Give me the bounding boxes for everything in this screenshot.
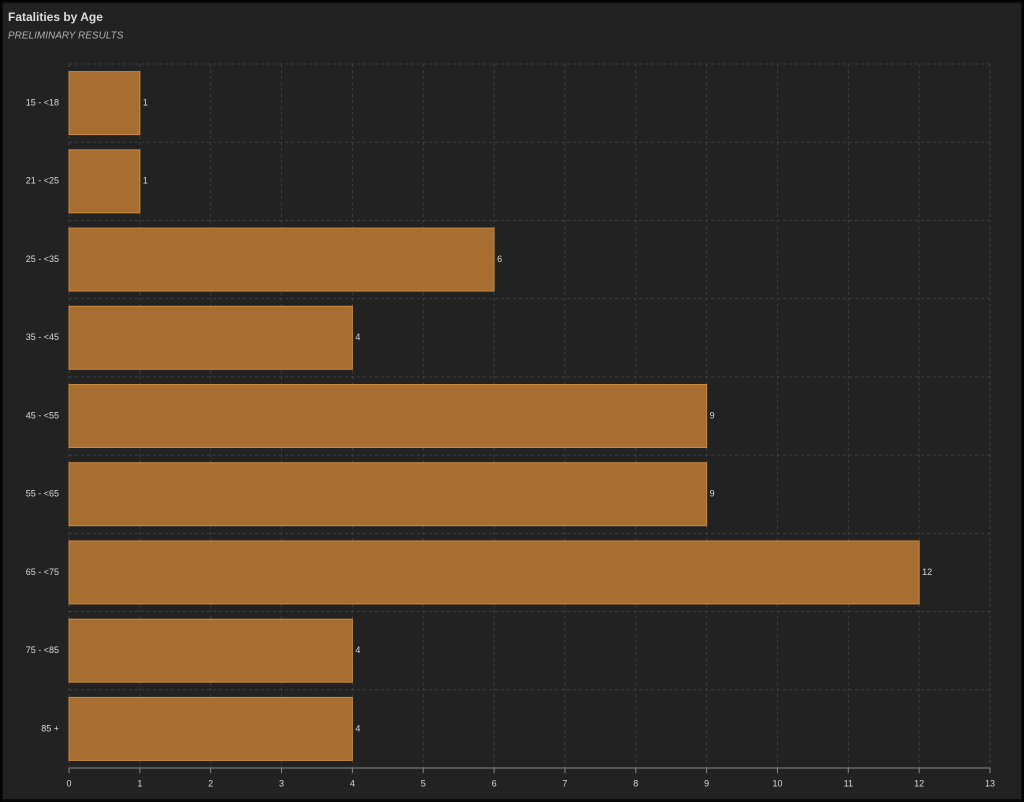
bar xyxy=(68,696,353,761)
y-tick-label: 15 - <18 xyxy=(26,97,59,107)
x-tick-label: 4 xyxy=(350,778,355,788)
x-tick-label: 11 xyxy=(844,778,853,788)
x-tick-label: 10 xyxy=(772,778,782,788)
x-tick-label: 3 xyxy=(279,778,284,788)
y-tick-label: 21 - <25 xyxy=(26,176,59,186)
chart-title: Fatalities by Age xyxy=(8,10,103,24)
y-tick-label: 45 - <55 xyxy=(26,410,59,420)
data-label: 4 xyxy=(355,332,360,342)
chart-subtitle: PRELIMINARY RESULTS xyxy=(8,31,124,42)
x-tick-label: 1 xyxy=(137,778,142,788)
bar xyxy=(68,540,920,605)
x-tick-label: 0 xyxy=(66,778,71,788)
data-label: 9 xyxy=(710,410,715,420)
bar xyxy=(68,71,141,136)
y-tick-label: 25 - <35 xyxy=(26,254,59,264)
data-label: 4 xyxy=(355,645,360,655)
y-tick-label: 85 + xyxy=(41,723,59,733)
data-label: 1 xyxy=(143,176,148,186)
data-label: 9 xyxy=(710,489,715,499)
data-label: 1 xyxy=(143,97,148,107)
x-tick-label: 13 xyxy=(985,778,995,788)
x-tick-label: 9 xyxy=(704,778,709,788)
x-tick-label: 2 xyxy=(208,778,213,788)
x-tick-label: 12 xyxy=(914,778,924,788)
x-tick-label: 6 xyxy=(492,778,497,788)
data-label: 6 xyxy=(497,254,502,264)
y-tick-label: 35 - <45 xyxy=(26,332,59,342)
bar xyxy=(68,618,353,683)
bar xyxy=(68,384,708,448)
bar xyxy=(68,305,353,370)
y-tick-label: 55 - <65 xyxy=(26,489,59,499)
data-label: 4 xyxy=(355,723,360,733)
bar xyxy=(68,149,141,214)
x-tick-label: 5 xyxy=(421,778,426,788)
x-tick-label: 8 xyxy=(633,778,638,788)
bar xyxy=(68,227,495,292)
y-tick-label: 75 - <85 xyxy=(26,645,59,655)
bar xyxy=(68,462,708,527)
y-tick-label: 65 - <75 xyxy=(26,567,59,577)
data-label: 12 xyxy=(922,567,932,577)
x-tick-label: 7 xyxy=(562,778,567,788)
